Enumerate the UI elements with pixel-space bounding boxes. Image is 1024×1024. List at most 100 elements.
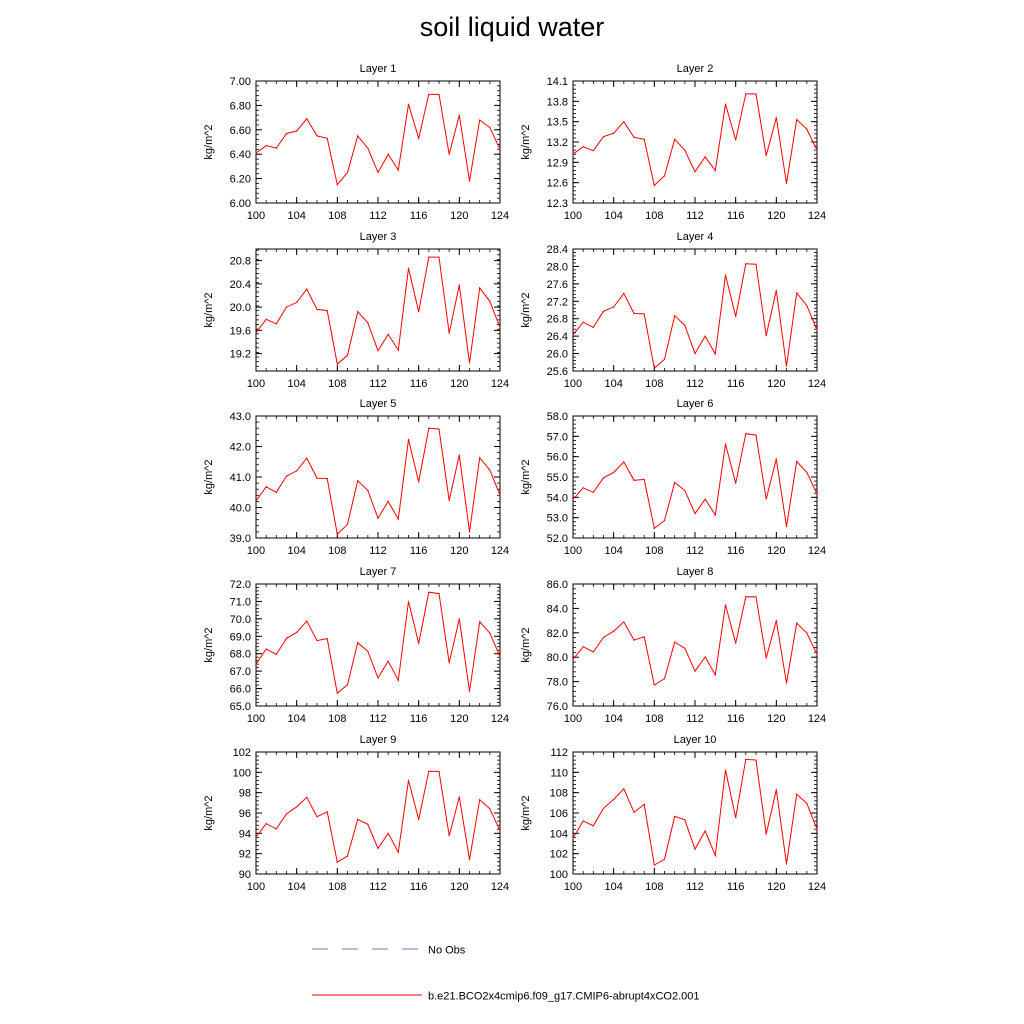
- data-point: [285, 813, 288, 815]
- data-point: [755, 596, 757, 598]
- y-tick-label: 6.80: [230, 100, 251, 112]
- x-tick-label: 120: [450, 210, 468, 222]
- data-point: [633, 811, 635, 813]
- y-tick-label: 54.0: [547, 492, 568, 504]
- data-point: [387, 153, 389, 155]
- data-point: [613, 471, 615, 474]
- x-tick-label: 124: [808, 545, 826, 557]
- data-point: [336, 692, 338, 694]
- data-point: [336, 363, 338, 365]
- x-tick-label: 120: [450, 378, 468, 390]
- panel-title: Layer 9: [360, 734, 397, 746]
- data-point: [785, 863, 788, 865]
- y-tick-label: 20.0: [230, 302, 251, 314]
- data-point: [724, 443, 727, 445]
- x-tick-label: 124: [491, 545, 509, 557]
- y-tick-label: 42.0: [230, 442, 251, 454]
- data-point: [336, 184, 338, 186]
- panel-title: Layer 4: [677, 231, 714, 243]
- data-point: [346, 855, 349, 857]
- data-point: [775, 620, 777, 622]
- x-tick-label: 120: [450, 713, 468, 725]
- data-point: [745, 596, 747, 598]
- x-tick-label: 108: [645, 210, 663, 222]
- data-point: [316, 135, 318, 137]
- data-point: [407, 267, 410, 269]
- data-point: [357, 642, 359, 644]
- data-point: [735, 315, 737, 318]
- y-axis-label: kg/m^2: [520, 292, 532, 327]
- data-point: [357, 311, 359, 313]
- x-tick-label: 104: [287, 210, 305, 222]
- y-tick-label: 80.0: [547, 652, 568, 664]
- data-point: [448, 499, 450, 502]
- x-tick-label: 108: [328, 210, 346, 222]
- data-point: [755, 434, 757, 436]
- x-tick-label: 112: [686, 713, 704, 725]
- y-tick-label: 102: [233, 747, 251, 759]
- data-point: [275, 323, 277, 325]
- data-point: [346, 684, 349, 686]
- x-tick-label: 112: [369, 378, 387, 390]
- data-point: [806, 632, 808, 634]
- x-tick-label: 108: [328, 378, 346, 390]
- data-point: [623, 121, 625, 123]
- y-tick-label: 25.6: [547, 366, 568, 378]
- x-tick-label: 120: [767, 881, 785, 893]
- data-point: [694, 352, 696, 355]
- data-point: [296, 130, 298, 132]
- x-tick-label: 112: [369, 210, 387, 222]
- panel-layer-5: Layer 5 kg/m^2 100 104 108 112 116 120 124 39.0 40…: [203, 398, 509, 557]
- y-tick-label: 72.0: [230, 579, 251, 591]
- data-point: [765, 335, 767, 337]
- y-tick-label: 19.6: [230, 325, 251, 337]
- data-point: [387, 500, 389, 502]
- legend-obs-label: No Obs: [428, 945, 466, 957]
- data-point: [613, 306, 615, 308]
- data-point: [663, 678, 666, 680]
- x-tick-label: 124: [808, 713, 826, 725]
- y-axis-label: kg/m^2: [203, 627, 215, 662]
- panel-layer-3: Layer 3 kg/m^2 100 104 108 112 116 120 124 19.2 19…: [203, 231, 509, 390]
- y-tick-label: 78.0: [547, 677, 568, 689]
- y-tick-label: 82.0: [547, 628, 568, 640]
- data-point: [336, 861, 338, 863]
- data-point: [397, 349, 399, 351]
- data-point: [704, 156, 706, 158]
- legend-model-label: b.e21.BCO2x4cmip6.f09_g17.CMIP6-abrupt4x…: [428, 991, 700, 1003]
- data-point: [458, 454, 460, 456]
- data-point: [684, 489, 686, 492]
- data-point: [572, 837, 574, 839]
- data-point: [602, 135, 605, 138]
- x-tick-label: 112: [369, 545, 387, 557]
- data-point: [704, 335, 706, 337]
- panel-layer-10: Layer 10 kg/m^2 100 104 108 112 116 120 124 100 10…: [520, 734, 826, 893]
- y-tick-label: 104: [550, 828, 568, 840]
- x-tick-label: 104: [287, 881, 305, 893]
- data-point: [724, 274, 727, 276]
- data-point: [265, 648, 267, 650]
- panel-layer-4: Layer 4 kg/m^2 100 104 108 112 116 120 124 25.6 26…: [520, 231, 826, 390]
- data-point: [572, 153, 574, 155]
- data-point: [428, 591, 430, 593]
- data-point: [407, 103, 410, 105]
- y-tick-label: 19.2: [230, 349, 251, 361]
- panel-layer-2: Layer 2 kg/m^2 100 104 108 112 116 120 124 12.3 12…: [520, 63, 826, 222]
- x-tick-label: 104: [604, 210, 622, 222]
- data-point: [816, 828, 818, 830]
- data-point: [653, 864, 655, 866]
- data-point: [306, 118, 308, 120]
- x-tick-label: 124: [491, 378, 509, 390]
- data-point: [684, 149, 686, 151]
- data-point: [602, 636, 605, 639]
- data-point: [438, 256, 440, 258]
- y-tick-label: 28.0: [547, 261, 568, 273]
- x-tick-label: 108: [328, 713, 346, 725]
- data-point: [367, 322, 369, 324]
- data-point: [592, 825, 594, 827]
- data-point: [735, 482, 737, 484]
- data-point: [326, 309, 328, 312]
- x-tick-label: 116: [727, 210, 745, 222]
- data-point: [407, 438, 410, 441]
